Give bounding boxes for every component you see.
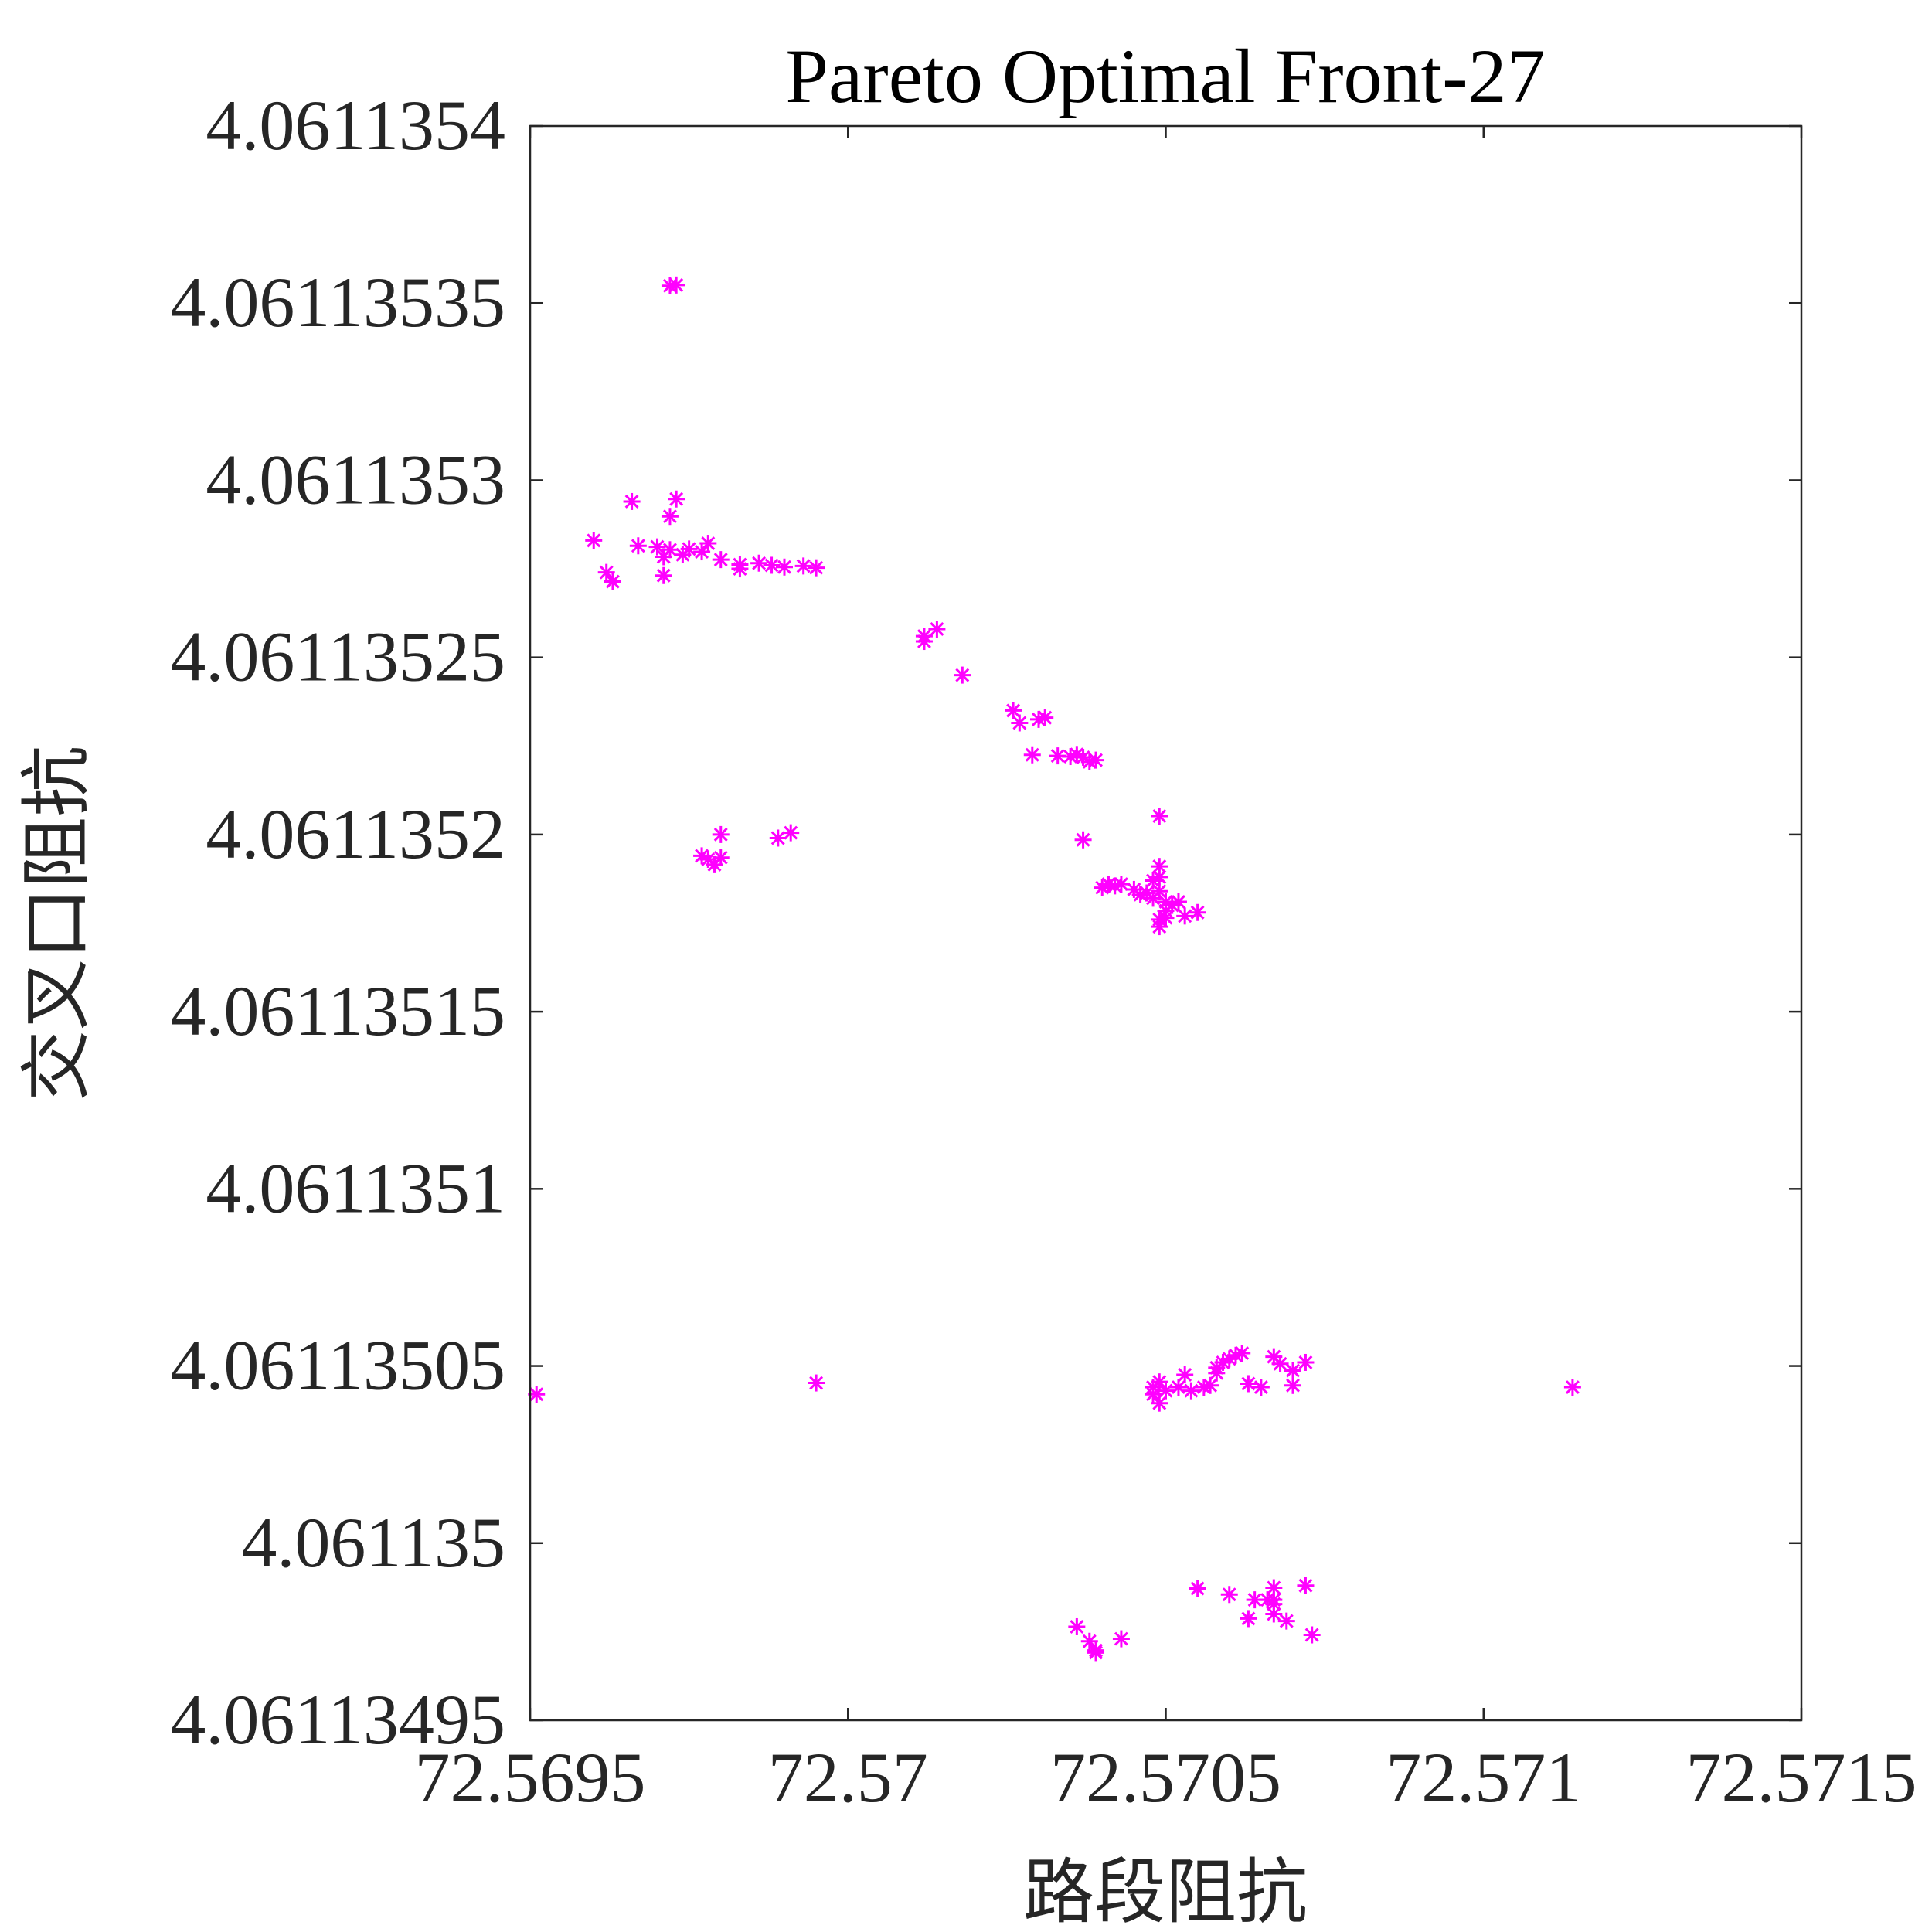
data-point [928, 620, 946, 638]
data-point [668, 276, 685, 294]
data-point [655, 548, 672, 566]
y-tick-label: 4.0611351 [206, 1148, 505, 1227]
data-point [1087, 1644, 1105, 1662]
data-point [1271, 1355, 1289, 1372]
data-point [1284, 1376, 1301, 1394]
x-tick-label: 72.5715 [1686, 1738, 1917, 1817]
data-point [1157, 1382, 1175, 1400]
data-point [1151, 808, 1168, 825]
data-point [769, 829, 787, 847]
data-point [1233, 1345, 1251, 1362]
data-point [776, 558, 793, 576]
data-point [604, 573, 621, 590]
y-axis-title: 交叉口阻抗 [15, 746, 98, 1101]
data-point [629, 537, 647, 555]
y-tick-label: 4.06113525 [170, 617, 505, 696]
data-point [1036, 709, 1054, 726]
data-point [1169, 893, 1187, 910]
data-point [674, 546, 692, 563]
data-point [1023, 746, 1041, 764]
data-point [1005, 702, 1022, 719]
data-point [915, 633, 933, 651]
data-point [661, 508, 679, 526]
data-point [712, 825, 730, 843]
x-tick-label: 72.5695 [415, 1738, 646, 1817]
data-point [1176, 907, 1194, 925]
data-point [668, 490, 685, 508]
data-points [528, 276, 1581, 1662]
y-tick-labels: 4.06113495 4.061135 4.06113505 4.0611351 4.0… [170, 86, 505, 1759]
data-point [1284, 1362, 1301, 1379]
y-tick-label: 4.061135 [241, 1503, 505, 1582]
data-point [1240, 1610, 1257, 1628]
data-point [1220, 1586, 1238, 1604]
data-point [1151, 883, 1168, 900]
plot-frame [529, 124, 1803, 1722]
data-point [1074, 831, 1092, 849]
data-point [1151, 868, 1168, 886]
data-point [1011, 714, 1029, 732]
data-point [1240, 1375, 1257, 1393]
data-point [623, 492, 641, 510]
data-point [1112, 876, 1130, 893]
data-point [1157, 909, 1175, 927]
data-point [1202, 1376, 1219, 1394]
data-point [1112, 1630, 1130, 1648]
data-point [1297, 1577, 1315, 1594]
y-tick-label: 4.0611354 [206, 86, 505, 165]
axis-ticks [529, 124, 1803, 1722]
x-axis-title: 路段阻抗 [1023, 1851, 1308, 1932]
data-point [782, 824, 800, 842]
data-point [1265, 1605, 1283, 1623]
x-tick-label: 72.571 [1386, 1738, 1581, 1817]
x-tick-labels: 72.5695 72.57 72.5705 72.571 72.5715 [415, 1738, 1917, 1817]
data-point [1068, 1617, 1086, 1635]
data-point [1151, 1373, 1168, 1391]
data-point [808, 1374, 825, 1392]
y-tick-label: 4.06113495 [170, 1680, 505, 1759]
y-tick-label: 4.0611353 [206, 440, 505, 519]
data-point [1189, 903, 1206, 921]
data-point [794, 557, 812, 575]
data-point [699, 535, 717, 553]
data-point [763, 556, 781, 574]
chart-title: Pareto Optimal Front-27 [785, 33, 1545, 119]
data-point [731, 560, 749, 578]
data-point [1151, 918, 1168, 936]
x-tick-label: 72.57 [768, 1738, 928, 1817]
data-point [1265, 1579, 1283, 1597]
data-point [808, 559, 825, 577]
y-tick-label: 4.06113515 [170, 971, 505, 1050]
data-point [1563, 1379, 1581, 1396]
data-point [954, 666, 971, 684]
data-point [597, 563, 615, 581]
y-tick-label: 4.0611352 [206, 794, 505, 873]
data-point [1087, 751, 1105, 769]
data-point [750, 554, 768, 572]
y-tick-label: 4.06113535 [170, 263, 505, 342]
data-point [655, 566, 672, 584]
data-point [585, 532, 603, 549]
data-point [712, 849, 730, 866]
data-point [1176, 1366, 1194, 1384]
data-point [1189, 1580, 1206, 1597]
data-point [1277, 1612, 1295, 1630]
y-tick-label: 4.06113505 [170, 1326, 505, 1405]
data-point [1252, 1379, 1270, 1396]
data-point [1049, 747, 1066, 765]
data-point [712, 551, 730, 569]
data-point [1182, 1382, 1200, 1400]
data-point [1303, 1626, 1321, 1644]
x-tick-label: 72.5705 [1050, 1738, 1281, 1817]
data-point [1297, 1353, 1315, 1371]
data-point [1169, 1379, 1187, 1396]
data-point [648, 538, 666, 556]
data-point [693, 543, 711, 561]
data-point [1151, 1394, 1168, 1412]
